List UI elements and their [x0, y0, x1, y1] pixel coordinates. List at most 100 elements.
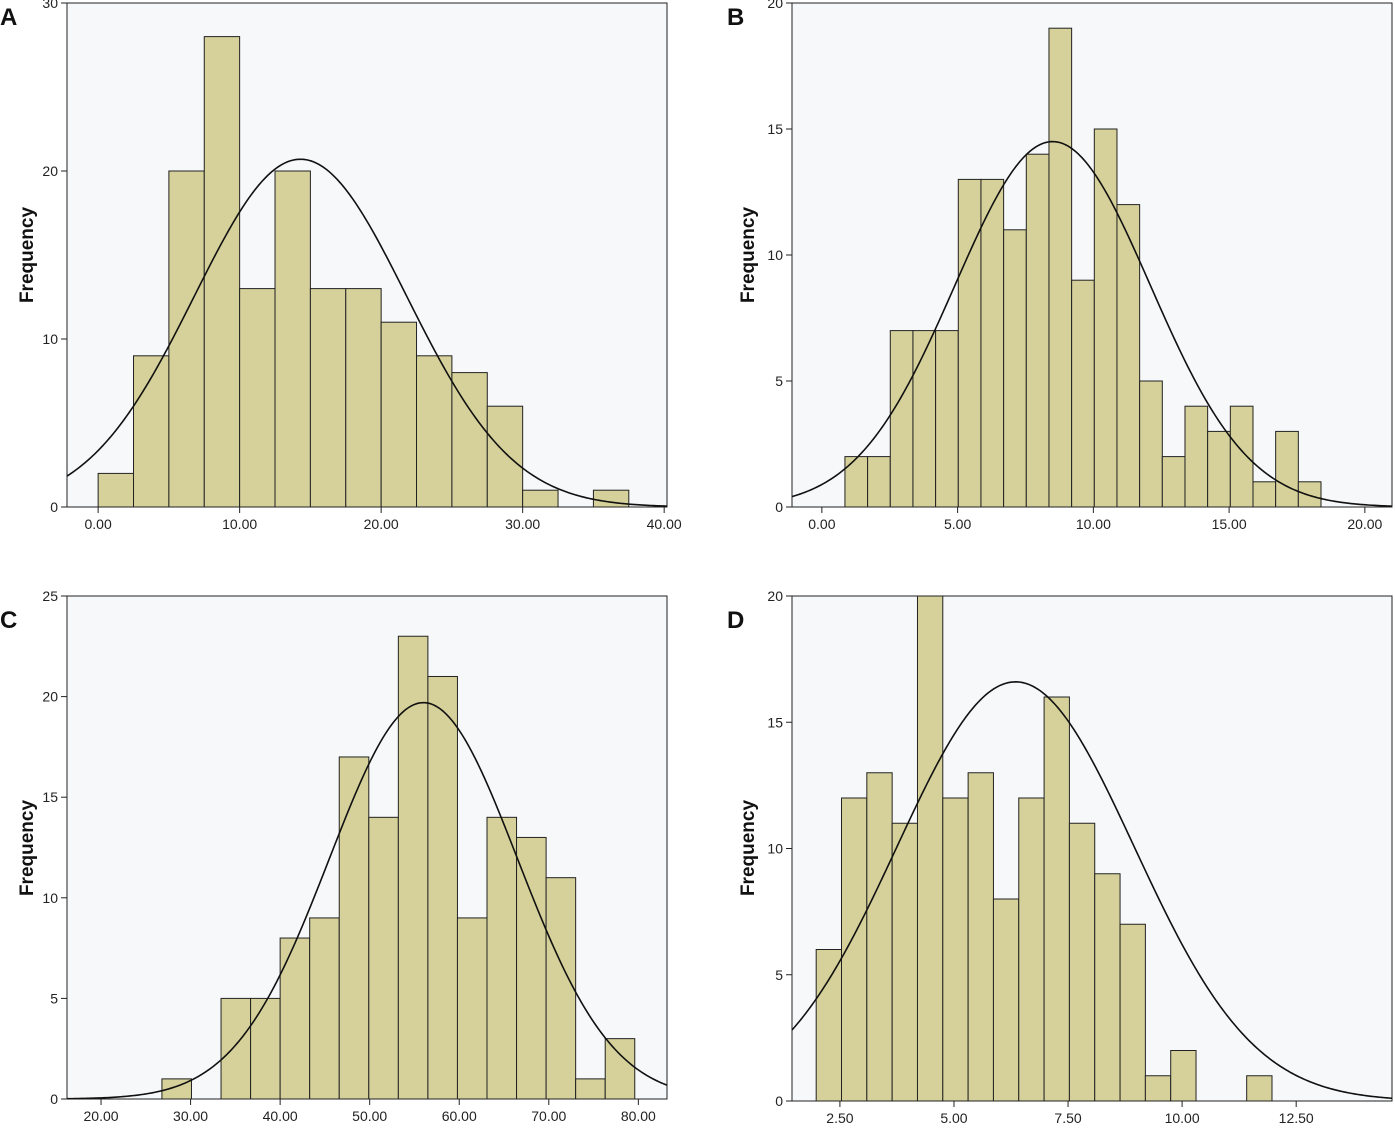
y-tick-label-b: 10 [767, 247, 783, 263]
y-tick-label-d: 0 [775, 1093, 783, 1109]
y-tick-label-b: 5 [775, 373, 783, 389]
x-tick-label-a: 40.00 [647, 516, 682, 532]
panel-c: C Frequency 0 5 10 15 20 25 20.00 30.00 40.00 50.… [0, 588, 668, 1124]
normal-curve-a [66, 158, 668, 507]
histogram-bar-d [891, 822, 918, 1102]
histogram-bar-a [345, 288, 382, 508]
histogram-bar-b [1048, 27, 1073, 508]
histogram-bar-a [97, 472, 135, 508]
y-tick-label-c: 25 [42, 588, 58, 604]
histogram-bar-b [1207, 430, 1231, 508]
histogram-bar-d [1119, 923, 1146, 1102]
histogram-bar-a [416, 355, 453, 508]
x-tick-label-c: 80.00 [621, 1108, 656, 1124]
histogram-bar-d [1018, 797, 1045, 1102]
y-tick-label-a: 10 [42, 331, 58, 347]
histogram-bar-a [451, 372, 488, 508]
y-tick-label-d: 20 [767, 588, 783, 604]
panel-letter-a: A [0, 4, 17, 31]
histogram-bar-c [279, 937, 311, 1100]
histogram-bar-c [516, 836, 547, 1100]
y-tick-label-c: 10 [42, 890, 58, 906]
x-tick-label-c: 70.00 [531, 1108, 566, 1124]
histogram-bar-c [575, 1078, 606, 1100]
y-tick-label-c: 5 [50, 990, 58, 1006]
x-tick-label-c: 60.00 [442, 1108, 477, 1124]
histogram-bar-b [1161, 456, 1186, 508]
histogram-bar-a [203, 36, 241, 508]
x-tick-label-b: 10.00 [1076, 516, 1111, 532]
y-axis-label-b: Frequency [738, 207, 759, 304]
histogram-bar-b [935, 330, 959, 508]
x-tick-label-c: 20.00 [84, 1108, 119, 1124]
histogram-bar-b [980, 178, 1005, 508]
histogram-bar-d [942, 797, 969, 1102]
histogram-bar-b [889, 330, 914, 508]
y-tick-label-c: 0 [50, 1091, 58, 1107]
histogram-bar-b [867, 456, 891, 508]
x-tick-label-d: 5.00 [940, 1110, 967, 1126]
panel-d: D Frequency 0 5 10 15 20 2.50 5.00 7.50 10.00 12.… [727, 588, 1393, 1126]
histogram-bar-a [309, 288, 347, 508]
x-tick-label-c: 50.00 [352, 1108, 387, 1124]
y-tick-label-d: 5 [775, 967, 783, 983]
histogram-bar-c [486, 816, 518, 1100]
histogram-bar-c [456, 917, 488, 1100]
y-tick-label-d: 15 [767, 714, 783, 730]
y-tick-label-d: 10 [767, 841, 783, 857]
histogram-bar-c [250, 997, 281, 1100]
y-axis-label-d: Frequency [738, 800, 759, 897]
y-axis-label-c: Frequency [17, 800, 38, 897]
histogram-bar-b [1003, 229, 1027, 508]
histogram-bar-d [1068, 822, 1096, 1102]
histogram-bar-a [239, 288, 276, 508]
histogram-bar-c [368, 816, 399, 1100]
histogram-bar-c [427, 675, 458, 1100]
normal-curve-b [791, 140, 1393, 507]
histogram-bar-d [866, 772, 893, 1102]
histogram-bar-b [1116, 204, 1141, 508]
histogram-bar-b [844, 456, 869, 508]
x-tick-label-b: 15.00 [1212, 516, 1247, 532]
histogram-bar-c [545, 877, 577, 1100]
histogram-bar-d [1094, 873, 1121, 1102]
histogram-bar-b [957, 178, 982, 508]
histogram-bar-b [1139, 380, 1163, 508]
histogram-bar-a [380, 321, 418, 508]
panel-a: A Frequency 0 10 20 30 0.00 10.00 20.00 30.00 40… [0, 0, 682, 532]
histogram-bar-a [592, 489, 630, 508]
y-tick-label-a: 30 [42, 0, 58, 11]
y-tick-label-b: 15 [767, 121, 783, 137]
x-tick-label-d: 12.50 [1279, 1110, 1314, 1126]
histogram-bar-a [274, 170, 311, 508]
histogram-bar-d [967, 772, 994, 1102]
x-tick-label-d: 10.00 [1165, 1110, 1200, 1126]
y-tick-label-b: 0 [775, 499, 783, 515]
histogram-bar-c [309, 917, 340, 1100]
histogram-bar-d [992, 898, 1020, 1102]
y-tick-label-b: 20 [767, 0, 783, 11]
x-tick-label-b: 5.00 [944, 516, 971, 532]
y-axis-label-a: Frequency [17, 207, 38, 304]
histogram-bar-d [1246, 1075, 1273, 1102]
x-tick-label-a: 30.00 [505, 516, 540, 532]
histogram-bar-b [1252, 481, 1277, 508]
histogram-bar-b [1093, 128, 1118, 508]
x-tick-label-b: 20.00 [1347, 516, 1382, 532]
histogram-bar-a [522, 489, 559, 508]
y-tick-label-a: 0 [50, 499, 58, 515]
panel-b: B Frequency 0 5 10 15 20 0.00 5.00 10.00 15.00 20… [727, 0, 1393, 532]
x-tick-label-a: 10.00 [222, 516, 257, 532]
x-tick-label-c: 40.00 [263, 1108, 298, 1124]
x-tick-label-d: 2.50 [826, 1110, 853, 1126]
y-tick-label-c: 20 [42, 689, 58, 705]
x-tick-label-d: 7.50 [1054, 1110, 1081, 1126]
normal-curve-d [791, 681, 1393, 1100]
histogram-bar-c [604, 1038, 636, 1100]
histogram-bar-a [486, 405, 524, 508]
histogram-bar-b [912, 330, 937, 508]
histogram-bar-c [220, 997, 252, 1100]
y-tick-label-a: 20 [42, 163, 58, 179]
x-tick-label-b: 0.00 [808, 516, 835, 532]
